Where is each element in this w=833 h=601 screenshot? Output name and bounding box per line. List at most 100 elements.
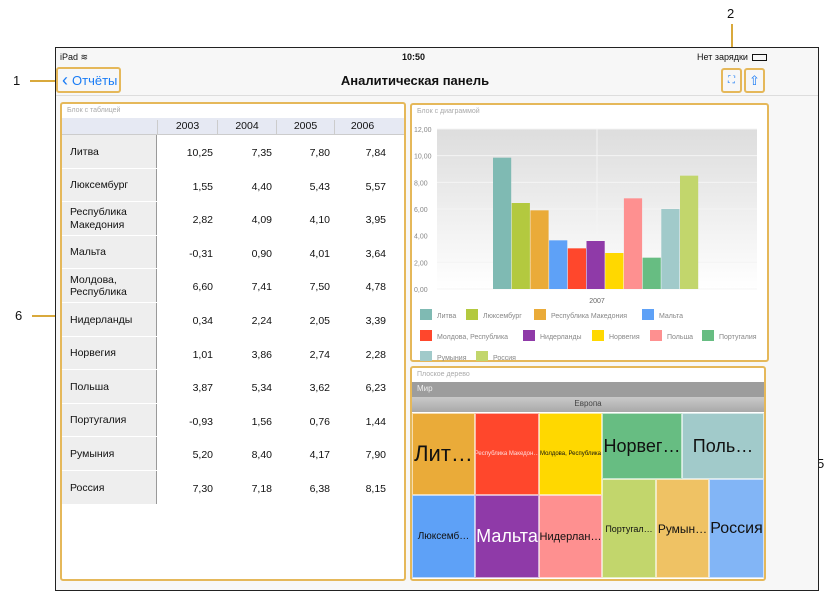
row-label: Литва [70,145,99,158]
row-label: Румыния [70,447,115,460]
column-header[interactable]: 2006 [334,120,390,135]
table-row[interactable] [62,370,404,404]
treemap-tile[interactable]: Румын… [656,479,709,578]
annotation-1: 1 [13,73,21,88]
row-label: Люксембург [70,179,129,192]
legend-swatch [476,351,488,361]
block-title: Плоское дерево [417,371,470,378]
x-tick-label: 2007 [589,298,605,305]
table-row[interactable] [62,202,404,236]
bar-Молдова, Республика [567,248,586,289]
table-row[interactable] [62,269,404,303]
row-label: Нидерланды [70,313,133,326]
treemap-tile[interactable]: Мальта [475,495,539,578]
table-cell: 0,76 [309,415,330,428]
legend-label: Литва [437,313,456,320]
treemap-tile[interactable]: Поль… [682,413,764,479]
device-label: iPad ≋ [60,52,89,62]
row-label: Россия [70,481,105,494]
y-tick-label: 4,00 [414,234,428,241]
tile-label: Португал… [605,523,653,534]
table-row[interactable] [62,404,404,438]
share-icon: ⇧ [749,72,760,88]
legend-swatch [534,309,546,320]
table-cell: 7,80 [309,147,330,159]
legend-label: Молдова, Республика [437,333,508,341]
treemap-group[interactable]: Европа [412,397,764,412]
table-cell: 5,20 [192,449,213,462]
column-header[interactable]: 2004 [217,120,276,135]
legend-label: Россия [493,355,516,361]
treemap-tile[interactable]: Россия [709,479,764,578]
table-cell: 1,44 [365,415,386,428]
page-title: Аналитическая панель [340,73,490,88]
tile-label: Норвег… [603,435,681,456]
table-row[interactable] [62,135,404,169]
table-cell: 6,38 [309,483,330,495]
table-cell: 1,55 [192,180,213,193]
table-cell: 3,62 [309,382,330,395]
table-cell: -0,93 [189,415,213,428]
table-cell: 2,74 [309,348,330,361]
treemap-root[interactable]: Мир [412,382,764,397]
column-header[interactable]: 2005 [276,120,334,135]
row-label: Республика Македония [70,206,127,231]
nav-bar [56,64,818,96]
table-cell: 4,09 [251,214,272,227]
table-cell: 3,39 [365,315,386,327]
bar-Нидерланды [586,241,605,289]
treemap-tile[interactable]: Люксемб… [412,495,475,578]
table-cell: 5,57 [365,180,386,193]
chart-block: Блок с диаграммой 0,00 2,00 4,00 6,00 8,00 10… [410,103,769,362]
table-cell: 8,15 [365,483,386,495]
bar-Норвегия [605,253,624,289]
row-label: Польша [70,380,110,393]
table-row[interactable] [62,303,404,337]
legend-label: Республика Македония [551,312,627,320]
table-cell: 6,23 [365,382,386,395]
table-cell: 6,60 [192,281,213,294]
legend-label: Румыния [437,355,467,361]
annotation-line [32,315,61,317]
treemap-tile[interactable]: Республика Македон… [475,413,539,495]
tile-label: Румын… [657,521,708,536]
table-cell: 3,95 [365,214,386,227]
table-row[interactable] [62,437,404,471]
annotation-5: 5 [817,456,825,471]
table-cell: 7,50 [309,281,330,294]
treemap-tile[interactable]: Нидерлан… [539,495,602,578]
treemap-tile[interactable]: Португал… [602,479,656,578]
treemap-tile[interactable]: Норвег… [602,413,682,479]
table-row[interactable] [62,169,404,203]
legend-swatch [650,330,662,341]
legend-swatch [420,330,432,341]
table-cell: 4,40 [251,180,272,193]
treemap-tile[interactable]: Лит… [412,413,475,495]
table-row[interactable] [62,236,404,270]
column-header[interactable]: 2003 [157,120,217,135]
bar-Люксембург [511,203,530,289]
annotation-6: 6 [15,308,23,323]
legend-label: Люксембург [483,312,522,320]
back-label: Отчёты [72,72,118,88]
table-row[interactable] [62,337,404,371]
treemap-tile[interactable]: Молдова, Республика [539,413,602,495]
fullscreen-button[interactable]: ⛶ [721,68,742,93]
back-button[interactable]: ‹ Отчёты [56,67,121,93]
expand-icon: ⛶ [728,75,735,86]
table-row[interactable] [62,471,404,505]
table-header [62,118,404,135]
y-tick-label: 2,00 [414,260,428,267]
legend-label: Нидерланды [540,334,582,341]
tile-label: Люксемб… [417,531,470,542]
table-cell: 2,24 [251,315,272,327]
share-button[interactable]: ⇧ [744,68,765,93]
chevron-left-icon: ‹ [62,70,68,90]
table-block: Блок с таблицей 2003 2004 2005 2006 Литва 10,… [60,102,406,581]
row-label: Португалия [70,414,127,427]
table-cell: 3,86 [251,348,272,361]
row-label: Молдова, Республика [70,273,127,299]
bar-Республика Македония [530,210,549,289]
bar-Польша [623,198,643,289]
row-label: Мальта [70,246,107,259]
